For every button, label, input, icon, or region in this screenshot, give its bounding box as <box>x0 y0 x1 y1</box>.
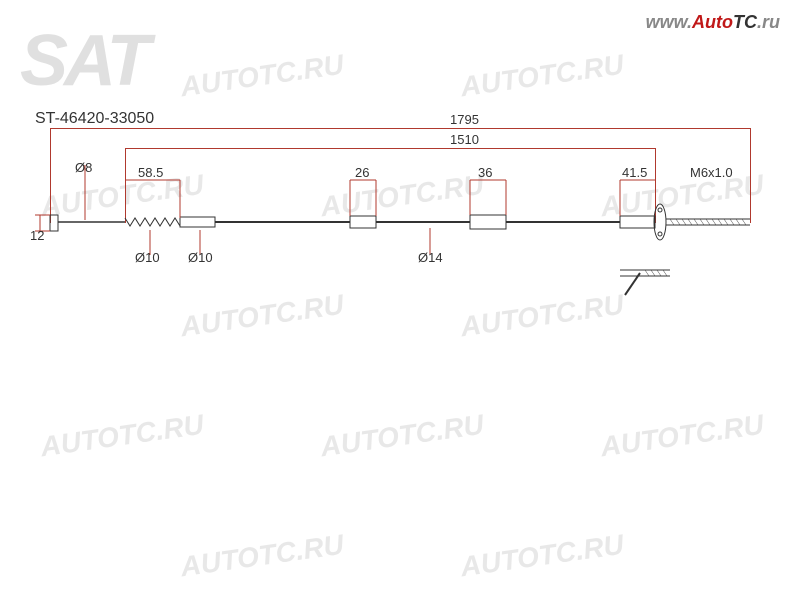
cable-svg <box>30 110 770 310</box>
dim-dia14: Ø14 <box>418 250 443 265</box>
watermark: AUTOTC.RU <box>179 529 346 584</box>
watermark: AUTOTC.RU <box>319 409 486 464</box>
dim-12: 12 <box>30 228 44 243</box>
watermark: AUTOTC.RU <box>459 529 626 584</box>
sat-watermark: SAT <box>20 20 147 102</box>
url-www: www. <box>646 12 692 32</box>
dim-26: 26 <box>355 165 369 180</box>
site-url: www.AutoTC.ru <box>646 12 780 33</box>
watermark: AUTOTC.RU <box>599 409 766 464</box>
cable-diagram: ST-46420-33050 1795 1510 <box>30 110 770 360</box>
watermark: AUTOTC.RU <box>459 49 626 104</box>
dim-dia10a: Ø10 <box>135 250 160 265</box>
dim-thread: M6x1.0 <box>690 165 733 180</box>
url-tc: TC <box>733 12 757 32</box>
dim-36: 36 <box>478 165 492 180</box>
dim-41: 41.5 <box>622 165 647 180</box>
url-ru: .ru <box>757 12 780 32</box>
dim-dia8: Ø8 <box>75 160 92 175</box>
url-auto: Auto <box>692 12 733 32</box>
watermark: AUTOTC.RU <box>39 409 206 464</box>
watermark: AUTOTC.RU <box>179 49 346 104</box>
dim-58: 58.5 <box>138 165 163 180</box>
dim-dia10b: Ø10 <box>188 250 213 265</box>
